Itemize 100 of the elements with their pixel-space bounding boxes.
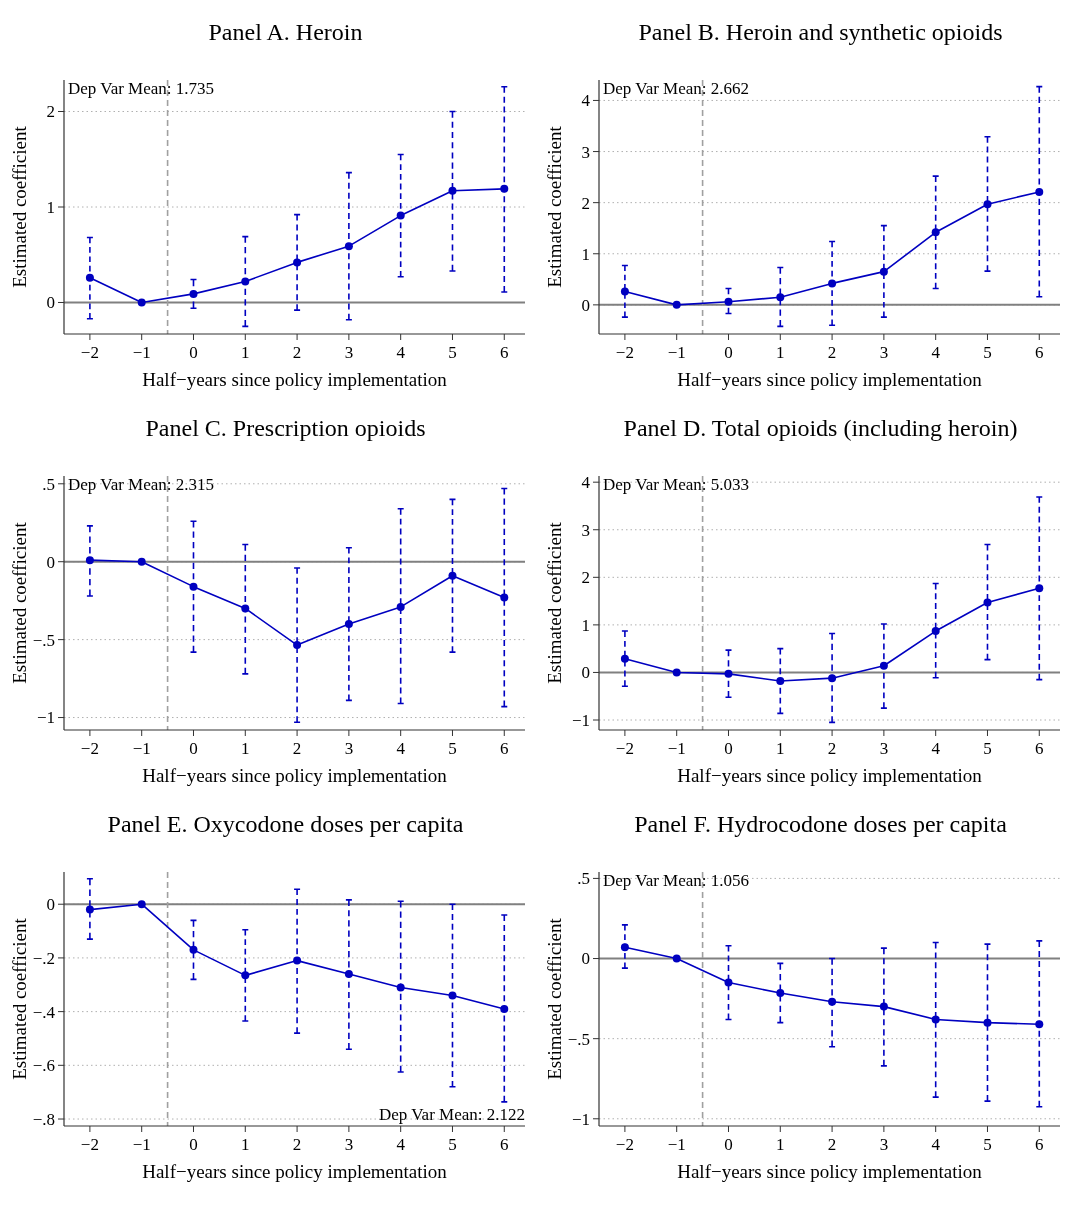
y-axis-title: Estimated coefficient [544,521,565,684]
y-tick-label: 1 [581,244,590,264]
point [189,945,198,954]
point [776,677,785,686]
point [85,273,94,282]
point [879,1002,888,1011]
point [293,956,302,965]
x-tick-label: 2 [827,1135,837,1154]
y-tick-label: 3 [581,520,590,540]
y-tick-label: −.8 [32,1109,55,1129]
x-tick-label: −1 [667,739,686,758]
point [396,211,405,220]
y-axis-title: Estimated coefficient [544,125,565,288]
x-tick-label: 4 [931,739,941,758]
annotation: Dep Var Mean: 2.662 [603,79,750,98]
point [137,557,146,566]
annotation: Dep Var Mean: 1.056 [603,871,750,890]
x-tick-label: 4 [396,343,406,362]
x-tick-label: −2 [80,739,99,758]
x-tick-label: 5 [983,1135,992,1154]
y-axis-title: Estimated coefficient [544,917,565,1080]
x-tick-label: 6 [500,1135,509,1154]
point [620,287,629,296]
x-axis-title: Half−years since policy implementation [142,369,448,390]
x-tick-label: 2 [292,739,302,758]
y-tick-label: −.6 [32,1056,55,1076]
point [672,954,681,963]
point [241,277,250,286]
x-tick-label: 0 [189,739,198,758]
point [137,900,146,909]
annotation: Dep Var Mean: 5.033 [603,475,750,494]
point [448,186,457,195]
point [500,593,509,602]
x-tick-label: −2 [80,1135,99,1154]
x-tick-label: 4 [396,739,406,758]
point [448,991,457,1000]
y-tick-label: 2 [581,193,590,213]
y-tick-label: −.2 [32,948,55,968]
annotation: Dep Var Mean: 2.315 [68,475,215,494]
x-tick-label: 3 [879,343,889,362]
x-tick-label: 1 [241,1135,250,1154]
x-tick-label: 1 [241,343,250,362]
y-tick-label: −.4 [32,1002,56,1022]
x-tick-label: 1 [776,343,785,362]
chart-title: Panel D. Total opioids (including heroin) [623,415,1018,441]
annotation: Dep Var Mean: 1.735 [68,79,215,98]
y-tick-label: 2 [581,568,590,588]
chart-title: Panel B. Heroin and synthetic opioids [638,19,1003,45]
point [1035,584,1044,593]
chart-title: Panel A. Heroin [208,19,363,45]
x-tick-label: 6 [500,739,509,758]
point [776,293,785,302]
x-tick-label: −2 [615,739,634,758]
point [828,279,837,288]
y-tick-label: −.5 [32,630,55,650]
point [879,267,888,276]
y-tick-label: 4 [581,91,591,111]
x-tick-label: 2 [292,343,302,362]
x-tick-label: 3 [344,739,354,758]
point [620,943,629,952]
point [931,1015,940,1024]
point [879,661,888,670]
y-tick-label: 0 [46,293,55,313]
y-tick-label: .5 [42,474,55,494]
x-tick-label: 6 [1035,343,1044,362]
chart-title: Panel F. Hydrocodone doses per capita [634,811,1008,837]
x-tick-label: 0 [189,343,198,362]
y-tick-label: 0 [581,295,590,315]
point [500,184,509,193]
chart-title: Panel E. Oxycodone doses per capita [107,811,464,837]
x-axis-title: Half−years since policy implementation [677,369,983,390]
x-tick-label: 0 [724,1135,733,1154]
y-tick-label: .5 [577,869,590,889]
point [724,297,733,306]
y-tick-label: 4 [581,473,591,493]
point [448,571,457,580]
x-axis-title: Half−years since policy implementation [677,765,983,786]
x-tick-label: 3 [344,343,354,362]
x-tick-label: 1 [241,739,250,758]
x-tick-label: 5 [448,343,457,362]
point [85,556,94,565]
point [983,1018,992,1027]
point [672,668,681,677]
point [828,997,837,1006]
point [931,228,940,237]
point [828,674,837,683]
point [724,669,733,678]
x-tick-label: 0 [189,1135,198,1154]
y-tick-label: 1 [46,197,55,217]
point [189,582,198,591]
point [931,627,940,636]
y-tick-label: −1 [571,710,590,730]
point [983,200,992,209]
y-tick-label: 0 [46,552,55,572]
x-tick-label: −2 [615,1135,634,1154]
y-tick-label: 1 [581,615,590,635]
x-tick-label: 6 [1035,1135,1044,1154]
x-tick-label: −2 [615,343,634,362]
point [1035,1020,1044,1029]
point [500,1004,509,1013]
